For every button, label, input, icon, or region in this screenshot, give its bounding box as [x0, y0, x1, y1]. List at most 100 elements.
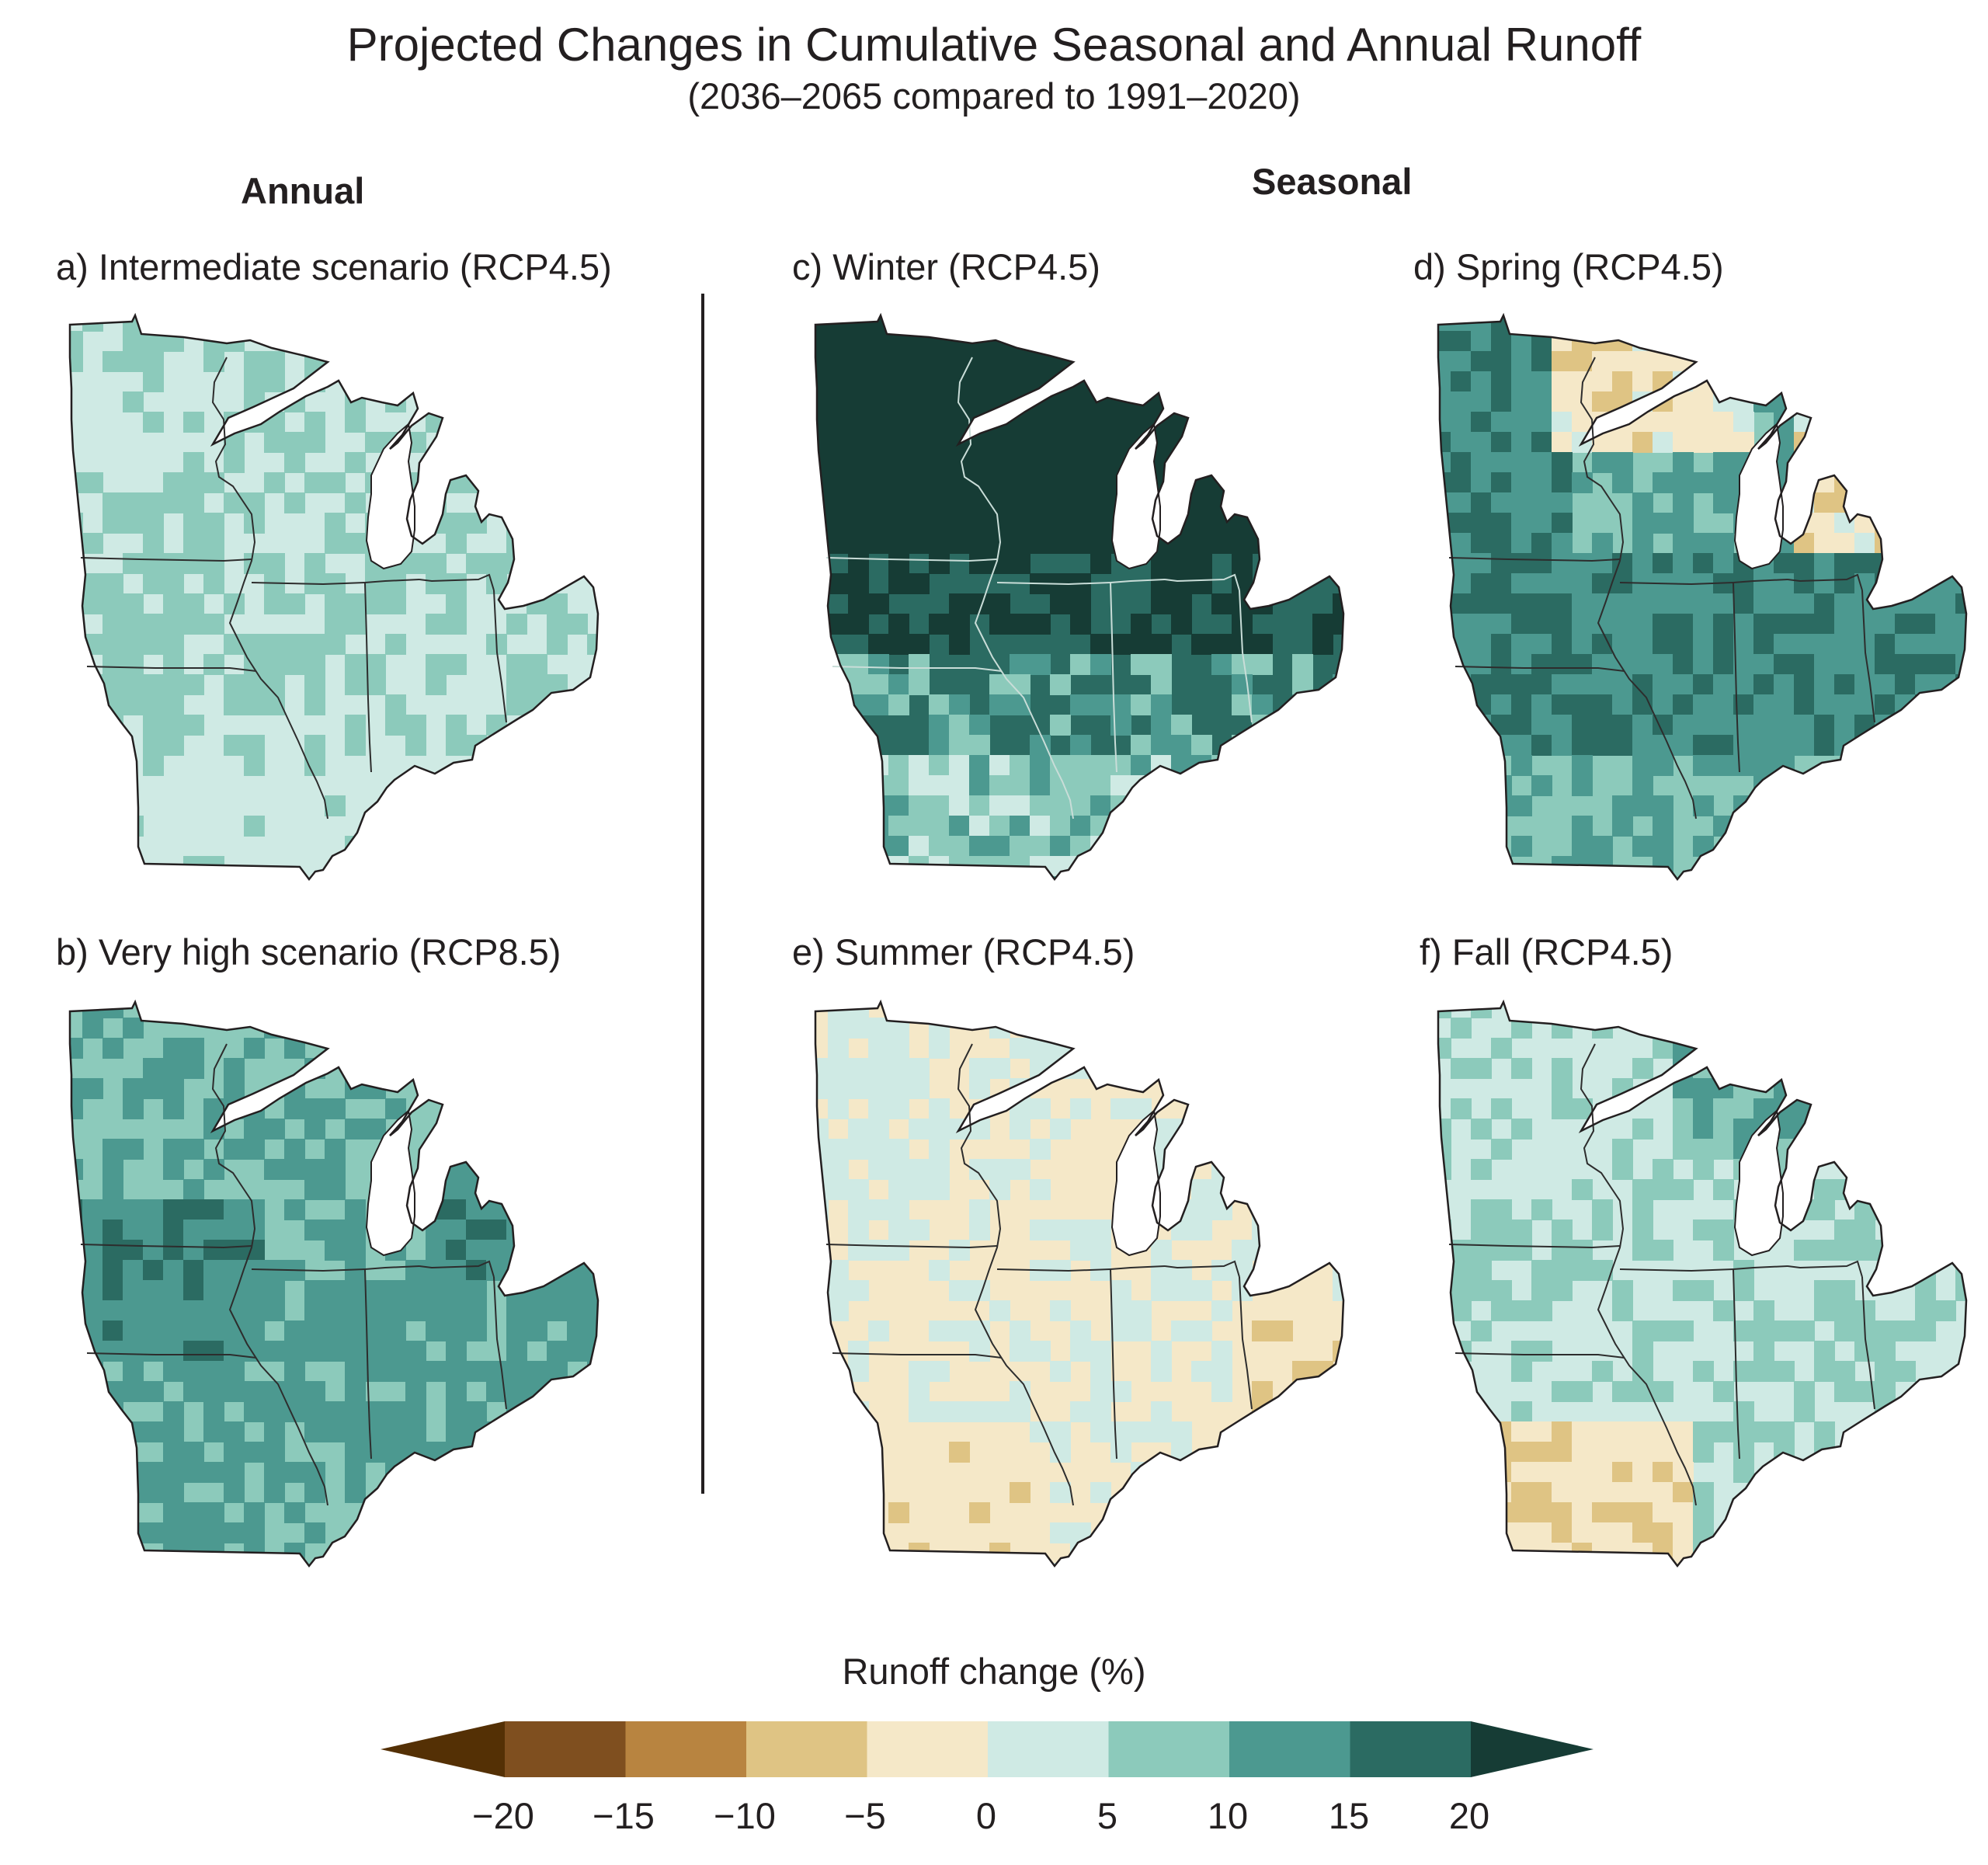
runoff-cell — [1552, 856, 1573, 877]
runoff-cell — [1733, 1563, 1754, 1566]
runoff-cell — [345, 654, 366, 675]
runoff-cell — [1010, 654, 1030, 675]
runoff-cell — [848, 412, 869, 433]
runoff-cell — [1010, 1038, 1030, 1059]
runoff-cell — [325, 1159, 346, 1180]
map-panel-b — [68, 999, 600, 1568]
runoff-cell — [1272, 856, 1293, 877]
runoff-cell — [909, 533, 930, 554]
runoff-cell — [1875, 533, 1896, 554]
runoff-cell — [70, 1522, 83, 1543]
runoff-cell — [183, 1361, 204, 1382]
runoff-cell — [123, 391, 144, 412]
runoff-cell — [224, 1220, 245, 1240]
runoff-cell — [1814, 1361, 1835, 1382]
runoff-cell — [1491, 533, 1512, 554]
runoff-cell — [587, 1381, 598, 1402]
runoff-cell — [1552, 634, 1573, 655]
runoff-cell — [1312, 694, 1333, 715]
runoff-cell — [304, 412, 325, 433]
runoff-cell — [82, 1078, 103, 1099]
runoff-cell — [1511, 1341, 1532, 1362]
runoff-cell — [1814, 1038, 1835, 1059]
runoff-cell — [244, 1240, 265, 1261]
runoff-cell — [1090, 856, 1111, 877]
colorbar-tick-label: −20 — [472, 1795, 534, 1836]
runoff-cell — [1653, 593, 1673, 614]
runoff-cell — [868, 371, 889, 392]
runoff-cell — [1572, 1240, 1593, 1261]
runoff-cell — [1030, 1341, 1051, 1362]
runoff-cell — [1935, 654, 1956, 675]
runoff-cell — [1471, 1119, 1492, 1140]
runoff-cell — [103, 1139, 123, 1160]
runoff-cell — [567, 1179, 588, 1200]
runoff-cell — [1814, 553, 1835, 574]
runoff-cell — [1211, 795, 1232, 816]
runoff-cell — [1090, 432, 1111, 453]
runoff-cell — [1935, 513, 1956, 534]
runoff-cell — [1915, 634, 1936, 655]
runoff-cell — [183, 1139, 204, 1160]
runoff-cell — [848, 1220, 869, 1240]
runoff-cell — [1713, 614, 1734, 635]
runoff-cell — [304, 1098, 325, 1119]
runoff-cell — [1252, 634, 1273, 655]
runoff-cell — [446, 1341, 467, 1362]
runoff-cell — [868, 452, 889, 473]
runoff-cell — [1794, 1139, 1815, 1160]
runoff-cell — [203, 1421, 224, 1442]
runoff-cell — [1211, 1361, 1232, 1382]
runoff-cell — [1693, 1098, 1714, 1119]
runoff-cell — [203, 472, 224, 493]
runoff-cell — [1531, 654, 1552, 675]
runoff-cell — [385, 1502, 406, 1523]
runoff-cell — [1774, 1502, 1795, 1523]
runoff-cell — [1333, 614, 1343, 635]
runoff-cell — [1693, 1002, 1714, 1018]
runoff-cell — [1673, 1563, 1694, 1566]
runoff-cell — [1438, 654, 1451, 675]
runoff-cell — [929, 1320, 950, 1341]
runoff-cell — [1531, 492, 1552, 513]
runoff-cell — [1292, 371, 1313, 392]
runoff-cell — [1592, 1220, 1613, 1240]
runoff-cell — [1552, 1240, 1573, 1261]
runoff-cell — [1050, 331, 1071, 352]
runoff-cell — [1010, 614, 1030, 635]
runoff-cell — [1491, 1442, 1512, 1463]
runoff-cell — [1050, 1421, 1071, 1442]
runoff-cell — [848, 816, 869, 837]
runoff-cell — [1673, 1002, 1694, 1018]
runoff-cell — [1232, 533, 1253, 554]
runoff-cell — [969, 553, 990, 574]
runoff-cell — [405, 735, 426, 756]
runoff-cell — [949, 735, 970, 756]
runoff-cell — [264, 1442, 285, 1463]
runoff-cell — [183, 1522, 204, 1543]
runoff-cell — [1110, 816, 1131, 837]
runoff-cell — [1471, 1442, 1492, 1463]
runoff-cell — [1753, 1058, 1774, 1079]
runoff-cell — [405, 315, 426, 332]
runoff-cell — [1030, 1139, 1051, 1160]
runoff-cell — [70, 1401, 83, 1422]
runoff-cell — [1753, 1018, 1774, 1039]
runoff-cell — [1632, 735, 1653, 756]
runoff-cell — [325, 1401, 346, 1422]
runoff-cell — [143, 371, 164, 392]
runoff-cell — [385, 1522, 406, 1543]
runoff-cell — [909, 573, 930, 594]
runoff-cell — [1010, 1482, 1030, 1503]
runoff-cell — [1438, 614, 1451, 635]
colorbar-swatch — [867, 1721, 989, 1777]
runoff-cell — [203, 573, 224, 594]
runoff-cell — [1733, 634, 1754, 655]
runoff-cell — [183, 876, 204, 879]
runoff-cell — [1491, 331, 1512, 352]
runoff-cell — [446, 351, 467, 372]
runoff-cell — [1471, 876, 1492, 879]
lake-michigan — [1733, 423, 1784, 570]
runoff-cell — [848, 351, 869, 372]
runoff-cell — [1151, 715, 1172, 736]
